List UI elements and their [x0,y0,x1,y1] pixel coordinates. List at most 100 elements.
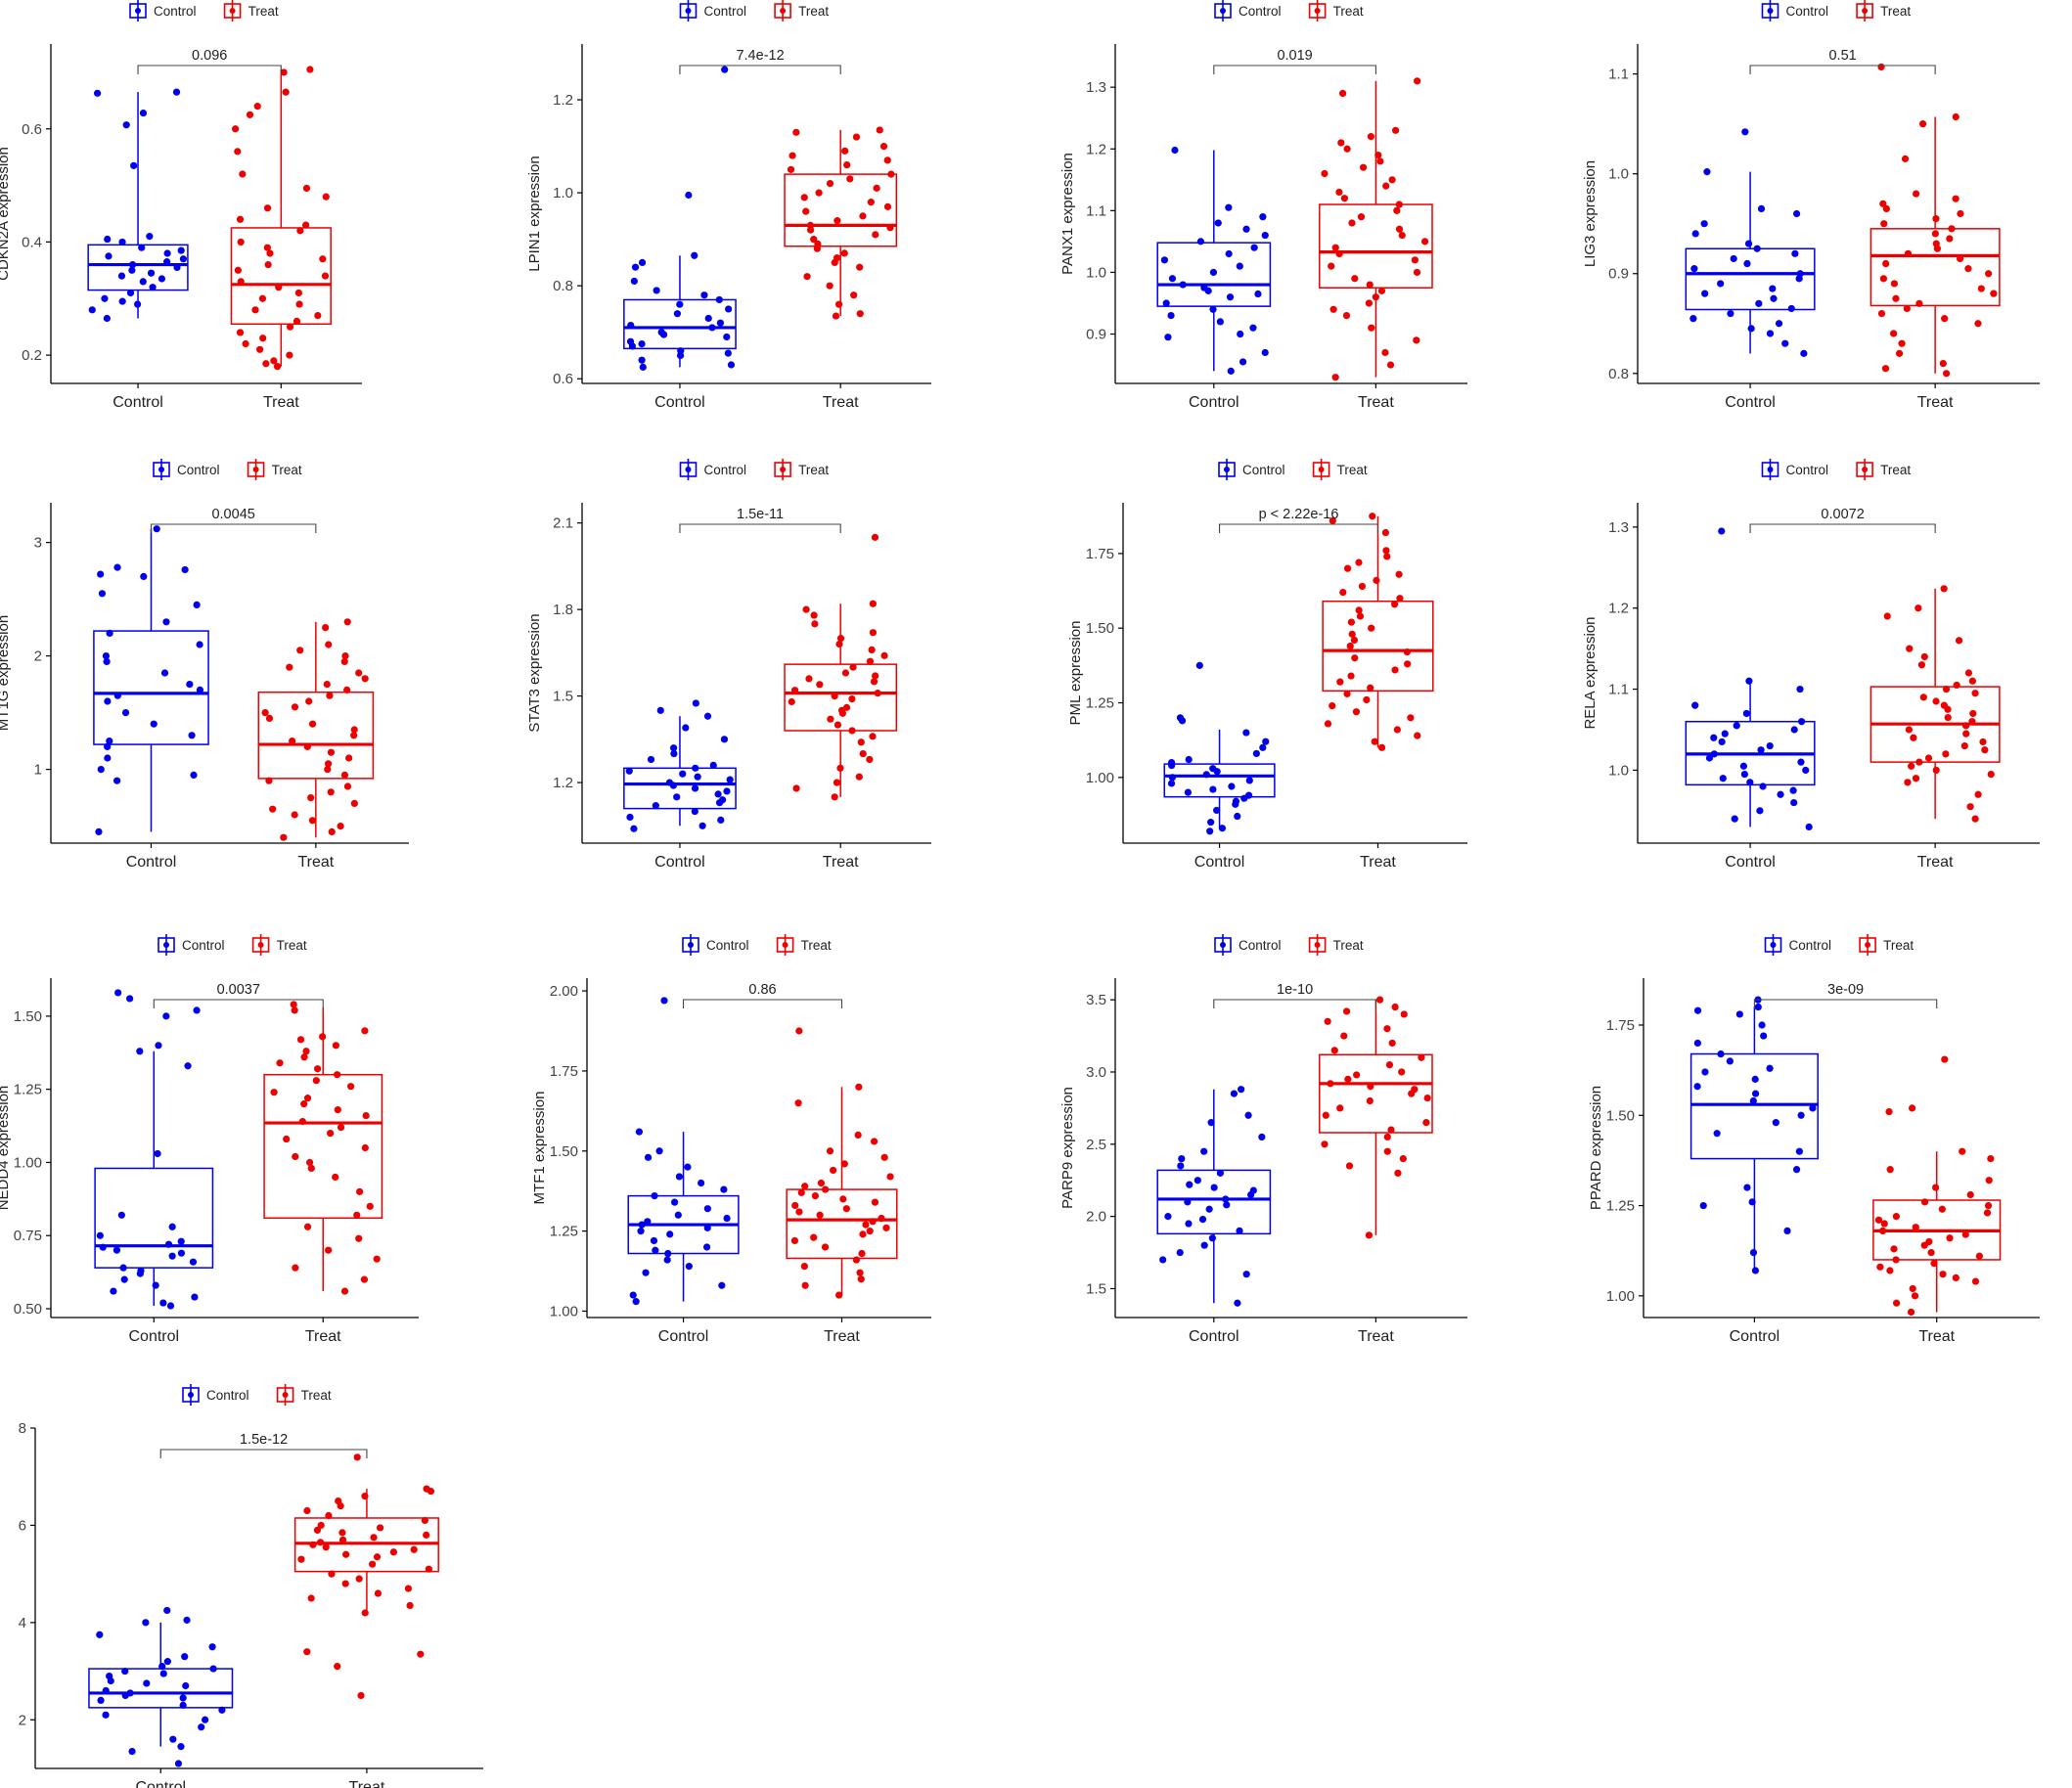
data-point [1756,807,1764,815]
data-point [1207,1119,1215,1127]
bracket-line [679,523,841,533]
boxplot-key-icon-dot [1220,942,1226,948]
y-tick-label: 1.50 [1086,620,1114,637]
y-tick-label: 1.50 [550,1143,578,1160]
legend-key-control: Control [679,0,746,22]
data-point [236,215,245,223]
data-point [803,273,811,281]
x-tick-label: Control [1189,1328,1239,1345]
x-tick-label: Control [135,1779,186,1788]
y-tick-label: 1.75 [1606,1017,1635,1034]
data-point [324,766,332,774]
data-point [1249,324,1257,332]
data-point [725,305,733,313]
box-treat [1869,63,2001,378]
data-point [1388,1039,1396,1048]
data-point [265,777,273,784]
data-point [1909,1284,1916,1293]
significance-bracket: 7.4e-12 [679,48,841,74]
data-point [1956,254,1964,263]
data-point [1927,1248,1935,1257]
data-point [242,339,249,348]
data-point [1198,1215,1207,1224]
x-tick-label: Control [128,1328,179,1345]
data-point [1766,741,1774,750]
data-point [1336,678,1344,686]
data-point [1690,265,1698,273]
data-point [1968,718,1976,726]
data-point [1216,318,1224,326]
data-point [1343,690,1351,697]
data-point [685,191,693,200]
data-point [826,1147,834,1155]
data-point [846,175,854,183]
data-point [322,1543,330,1551]
data-point [181,565,189,574]
x-tick-label: Treat [1917,394,1954,411]
data-point [702,1243,711,1251]
y-tick-label: 0.75 [14,1228,42,1244]
data-point [811,1192,819,1200]
data-point [632,1298,640,1306]
data-point [1693,1006,1702,1014]
data-point [236,329,245,336]
data-point [1890,1245,1898,1253]
x-tick-label: Treat [349,1779,385,1788]
y-tick-label: 1.2 [1608,601,1629,617]
data-point [1324,720,1332,728]
data-point [848,694,856,703]
data-point [1343,564,1352,572]
data-point [93,89,102,97]
box-body [784,663,898,732]
data-point [795,1208,803,1216]
data-point [1689,315,1697,323]
data-point [104,754,112,762]
data-point [350,732,358,739]
data-point [1749,1096,1757,1105]
data-point [1783,1227,1791,1235]
data-point [104,235,112,244]
data-point [1422,1119,1430,1127]
data-point [355,1575,363,1583]
data-point [880,1153,888,1161]
data-point [842,1205,850,1213]
data-point [843,160,851,169]
data-point [644,1153,653,1161]
x-tick-label: Control [126,854,177,871]
p-value-label: 0.51 [1828,48,1856,64]
data-point [1880,1220,1888,1228]
data-point [1931,230,1939,238]
data-point [1348,219,1356,227]
data-point [1910,734,1917,741]
bracket-line [1749,523,1936,533]
data-point [1885,1107,1893,1116]
data-point [99,1243,107,1251]
box-body [784,173,898,247]
data-point [104,742,112,751]
data-point [104,697,112,705]
data-point [709,761,717,769]
data-point [1751,1267,1760,1274]
data-point [1952,1274,1959,1281]
data-point [854,1131,862,1140]
data-point [292,1264,299,1272]
data-point [841,669,850,677]
data-point [830,1166,837,1175]
legend-label: Treat [301,1388,332,1403]
data-point [96,1631,104,1638]
data-point [1942,750,1950,758]
box-control [1689,996,1819,1274]
data-point [880,651,888,659]
data-point [652,802,659,810]
y-tick-label: 1.50 [1606,1107,1635,1124]
data-point [858,1249,866,1258]
data-point [1375,996,1384,1004]
data-point [790,687,799,694]
data-point [341,1580,349,1587]
data-point [821,1243,830,1251]
data-point [314,1065,322,1073]
data-point [1905,726,1914,734]
data-point [353,1211,361,1219]
data-point [291,811,298,819]
legend-key-control: Control [679,459,746,480]
